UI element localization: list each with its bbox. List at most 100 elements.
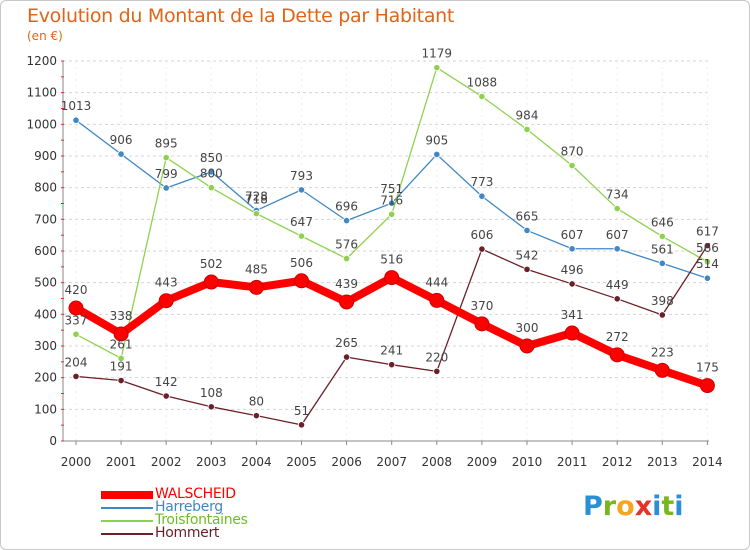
data-label: 542: [516, 248, 539, 262]
data-label: 341: [561, 308, 584, 322]
data-point: [568, 161, 576, 170]
legend-label: Troisfontaines: [155, 512, 248, 528]
y-tick-label: 200: [34, 371, 57, 385]
data-label: 51: [294, 404, 309, 418]
data-point: [117, 150, 125, 158]
data-label: 1088: [467, 75, 498, 89]
data-point: [162, 153, 170, 162]
data-point: [478, 192, 486, 200]
x-tick-label: 2002: [151, 455, 182, 469]
data-point: [68, 300, 84, 316]
data-point: [523, 226, 531, 235]
data-label: 370: [470, 299, 493, 313]
data-label: 220: [425, 350, 448, 364]
data-point: [433, 150, 441, 159]
x-tick-label: 2014: [692, 455, 723, 469]
axes: 0 100 200 300 400 500 600 700 800 900 1000 1100 1200…: [26, 54, 722, 469]
data-label: 420: [65, 283, 88, 297]
x-tick-label: 2005: [286, 455, 317, 469]
data-label: 773: [470, 175, 493, 189]
data-point: [294, 273, 309, 289]
data-point: [478, 92, 486, 101]
data-labels: 1013 906 799 850 728 793 696 751 905 773 665 607 607…: [61, 47, 719, 418]
data-point: [519, 338, 535, 354]
data-point: [523, 265, 531, 273]
data-label: 502: [200, 257, 223, 271]
x-tick-label: 2001: [106, 455, 137, 469]
data-label: 142: [155, 375, 178, 389]
y-tick-label: 1000: [26, 117, 57, 131]
data-label: 223: [651, 345, 674, 359]
y-tick-label: 300: [34, 339, 57, 353]
data-label: 870: [561, 145, 584, 159]
y-tick-label: 100: [34, 402, 57, 416]
data-label: 905: [425, 133, 448, 147]
data-point: [658, 232, 666, 241]
data-label: 728: [245, 189, 268, 203]
data-label: 793: [290, 169, 313, 183]
data-point: [297, 421, 306, 429]
data-point: [609, 347, 625, 363]
data-label: 800: [200, 167, 223, 181]
y-tick-label: 700: [34, 212, 57, 226]
data-label: 617: [696, 225, 719, 239]
data-label: 516: [380, 253, 403, 267]
data-point: [384, 270, 400, 286]
data-label: 734: [606, 188, 629, 202]
data-point: [162, 392, 170, 400]
data-point: [703, 258, 712, 266]
data-point: [474, 316, 490, 332]
data-label: 496: [561, 263, 584, 277]
data-point: [523, 125, 531, 133]
data-label: 398: [651, 294, 674, 308]
data-point: [72, 116, 80, 124]
data-point: [703, 274, 712, 282]
data-point: [339, 294, 355, 310]
logo-letter: P: [583, 491, 603, 522]
data-point: [568, 245, 576, 253]
y-tick-label: 1200: [26, 54, 57, 68]
data-label: 337: [65, 313, 88, 327]
data-label: 338: [110, 309, 133, 323]
data-label: 566: [696, 241, 719, 255]
data-label: 241: [380, 344, 403, 358]
logo-letter: t: [661, 491, 675, 522]
data-point: [252, 210, 260, 218]
data-point: [388, 210, 396, 218]
y-tick-label: 800: [34, 181, 57, 195]
data-label: 514: [696, 257, 719, 271]
x-tick-label: 2006: [331, 455, 362, 469]
data-label: 485: [245, 262, 268, 276]
legend-label: Hommert: [155, 525, 220, 541]
data-label: 850: [200, 151, 223, 165]
x-tick-label: 2003: [196, 455, 227, 469]
data-label: 261: [110, 337, 133, 351]
chart-title: Evolution du Montant de la Dette par Hab…: [27, 5, 455, 27]
data-point: [113, 326, 129, 342]
y-tick-label: 600: [34, 244, 57, 258]
data-label: 80: [249, 395, 264, 409]
data-point: [297, 186, 306, 194]
data-label: 984: [516, 108, 539, 122]
data-label: 716: [380, 193, 403, 207]
x-tick-label: 2004: [241, 455, 272, 469]
data-label: 265: [335, 336, 358, 350]
logo-letter: i: [652, 491, 662, 522]
y-tick-label: 900: [34, 149, 57, 163]
data-point: [564, 325, 580, 341]
data-point: [207, 168, 215, 176]
data-label: 300: [516, 321, 539, 335]
data-point: [703, 242, 712, 250]
data-point: [613, 295, 621, 303]
data-point: [117, 354, 125, 362]
x-tick-label: 2013: [647, 455, 678, 469]
data-point: [252, 412, 260, 420]
data-point: [207, 403, 215, 411]
x-tick-label: 2010: [512, 455, 543, 469]
data-point: [433, 367, 441, 375]
x-tick-label: 2011: [557, 455, 588, 469]
data-point: [117, 376, 125, 385]
data-label: 647: [290, 215, 313, 229]
legend-swatch: [101, 490, 153, 499]
